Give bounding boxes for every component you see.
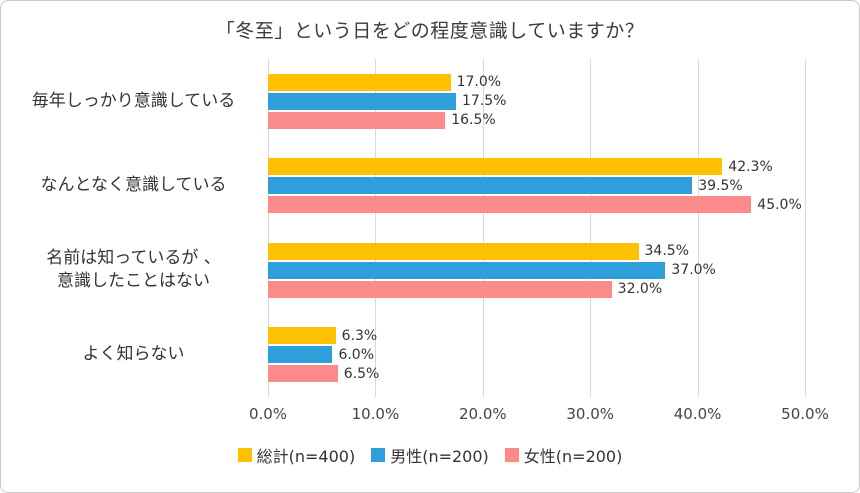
bar-row: 42.3% [268, 157, 805, 176]
x-tick-label: 50.0% [781, 405, 829, 423]
category-label: 毎年しっかり意識している [31, 90, 236, 111]
gridline [268, 59, 269, 397]
x-axis-ticks: 0.0% 10.0% 20.0% 30.0% 40.0% 50.0% [249, 405, 829, 427]
legend-label: 女性(n=200) [523, 447, 623, 466]
bar [268, 73, 451, 91]
bar [268, 111, 446, 129]
value-label: 42.3% [728, 158, 773, 175]
bar-group: 毎年しっかり意識している 17.0% 17.5% 16.5% [13, 73, 805, 130]
bar-row: 17.0% [268, 73, 805, 92]
bars: 34.5% 37.0% 32.0% [268, 242, 805, 299]
bar [268, 261, 666, 279]
legend-item: 女性(n=200) [504, 443, 623, 467]
bar-row: 34.5% [268, 242, 805, 261]
grid-layer [268, 59, 806, 397]
chart-title: 「冬至」という日をどの程度意識していますか？ [215, 20, 645, 42]
bar-row: 45.0% [268, 195, 805, 214]
x-tick-label: 0.0% [248, 405, 288, 423]
bar-row: 6.0% [268, 345, 805, 364]
bars: 17.0% 17.5% 16.5% [268, 73, 805, 130]
legend-swatch [504, 448, 519, 462]
bar-groups: 毎年しっかり意識している 17.0% 17.5% 16.5% なんとなく意識している 42… [13, 59, 805, 397]
legend-swatch [371, 448, 386, 462]
gridline [375, 59, 377, 397]
bars: 42.3% 39.5% 45.0% [268, 157, 805, 214]
plot-area: 毎年しっかり意識している 17.0% 17.5% 16.5% なんとなく意識している 42… [13, 59, 806, 397]
value-label: 16.5% [451, 112, 496, 129]
category-label: よく知らない [82, 344, 185, 365]
bar [268, 242, 639, 260]
category-label: なんとなく意識している [40, 175, 227, 196]
bar-row: 37.0% [268, 261, 805, 280]
bar-row: 17.5% [268, 92, 805, 111]
value-label: 39.5% [698, 177, 743, 194]
gridline [805, 59, 806, 397]
value-label: 37.0% [671, 262, 716, 279]
legend-swatch [237, 448, 252, 462]
value-label: 6.5% [343, 365, 380, 382]
bar [268, 327, 336, 345]
bar [268, 177, 693, 195]
x-tick-label: 30.0% [566, 405, 615, 423]
value-label: 34.5% [644, 243, 689, 260]
bar [268, 196, 752, 214]
legend-item: 男性(n=200) [371, 443, 489, 467]
bar-row: 6.5% [268, 364, 805, 383]
x-tick-label: 10.0% [351, 405, 400, 423]
bar-row: 39.5% [268, 176, 805, 195]
category-label: 名前は知っているが 、 意識したことはない [46, 248, 221, 292]
value-label: 6.3% [341, 327, 378, 344]
value-label: 6.0% [338, 346, 375, 363]
value-label: 17.0% [456, 74, 502, 91]
x-tick-label: 40.0% [673, 405, 722, 423]
gridline [482, 59, 484, 397]
bar [268, 280, 612, 298]
bar-row: 6.3% [268, 326, 805, 345]
bars: 6.3% 6.0% 6.5% [268, 326, 805, 383]
bar [268, 92, 456, 110]
bar [268, 158, 723, 176]
x-tick-label: 20.0% [458, 405, 507, 423]
bar-row: 16.5% [268, 111, 805, 130]
legend: 総計(n=400) 男性(n=200) 女性(n=200) [1, 443, 859, 467]
gridline [697, 59, 699, 397]
bar-group: よく知らない 6.3% 6.0% 6.5% [13, 326, 805, 383]
legend-label: 総計(n=400) [256, 447, 356, 466]
bar [268, 365, 338, 383]
value-label: 17.5% [461, 93, 507, 110]
gridline [590, 59, 592, 397]
bar-group: 名前は知っているが 、 意識したことはない 34.5% 37.0% 32.0% [13, 242, 805, 299]
bar-row: 32.0% [268, 280, 805, 299]
value-label: 32.0% [617, 281, 663, 298]
legend-label: 男性(n=200) [390, 447, 489, 466]
value-label: 45.0% [757, 196, 802, 213]
bar-group: なんとなく意識している 42.3% 39.5% 45.0% [13, 157, 805, 214]
legend-item: 総計(n=400) [237, 443, 356, 467]
bar [268, 346, 333, 364]
